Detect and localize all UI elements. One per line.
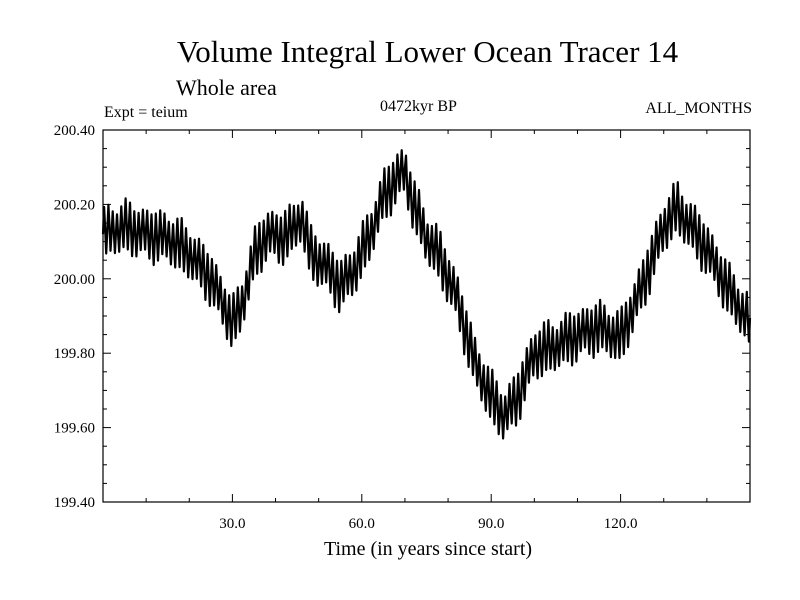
x-tick-label: 60.0 bbox=[349, 516, 375, 532]
season-label: ALL_MONTHS bbox=[645, 100, 752, 117]
x-tick-label: 120.0 bbox=[604, 516, 638, 532]
x-axis-label: Time (in years since start) bbox=[324, 538, 532, 560]
experiment-label: Expt = teium bbox=[104, 104, 188, 121]
series-line bbox=[101, 149, 752, 440]
series-layer bbox=[101, 149, 752, 440]
y-tick-label: 199.80 bbox=[54, 346, 95, 362]
y-tick-label: 199.60 bbox=[54, 421, 95, 437]
x-tick-label: 90.0 bbox=[478, 516, 504, 532]
y-tick-label: 199.40 bbox=[54, 495, 95, 511]
chart-title: Volume Integral Lower Ocean Tracer 14 bbox=[176, 34, 679, 69]
y-tick-label: 200.00 bbox=[54, 272, 95, 288]
x-tick-label: 30.0 bbox=[219, 516, 245, 532]
y-tick-label: 200.20 bbox=[54, 197, 95, 213]
axes-layer: 30.0 60.0 90.0 120.0 199.40 199.60 199.80 200.0… bbox=[54, 123, 750, 532]
chart-subtitle: Whole area bbox=[176, 75, 277, 100]
period-label: 0472kyr BP bbox=[380, 98, 457, 115]
plot-frame bbox=[102, 129, 751, 503]
y-tick-label: 200.40 bbox=[54, 123, 95, 139]
